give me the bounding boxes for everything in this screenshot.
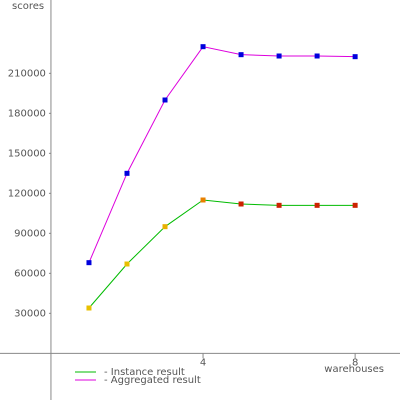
point: [162, 224, 168, 230]
y-tick-label: 150000: [8, 148, 46, 159]
x-axis-label: warehouses: [324, 364, 384, 375]
point: [124, 261, 130, 267]
y-tick-label: 180000: [8, 108, 46, 119]
point: [238, 201, 244, 207]
series-line: [88, 199, 356, 309]
point: [276, 202, 282, 208]
point: [314, 53, 320, 59]
point: [352, 54, 358, 60]
point: [200, 44, 206, 50]
legend-label: - Aggregated result: [104, 375, 201, 386]
point: [124, 170, 130, 176]
y-tick-label: 90000: [14, 228, 46, 239]
point: [162, 97, 168, 103]
series-line: [88, 46, 356, 263]
point: [238, 52, 244, 58]
y-tick-label: 120000: [8, 188, 46, 199]
point: [86, 260, 92, 266]
point: [200, 197, 206, 203]
y-tick-label: 30000: [14, 308, 46, 319]
point: [276, 53, 282, 59]
point: [352, 202, 358, 208]
point: [86, 305, 92, 311]
x-tick-label: 4: [200, 357, 206, 368]
y-tick-label: 210000: [8, 68, 46, 79]
y-axis-label: scores: [12, 1, 44, 12]
legend-label: - Instance result: [104, 367, 185, 378]
point: [314, 202, 320, 208]
x-tick-label: 8: [352, 357, 358, 368]
y-tick-label: 60000: [14, 268, 46, 279]
